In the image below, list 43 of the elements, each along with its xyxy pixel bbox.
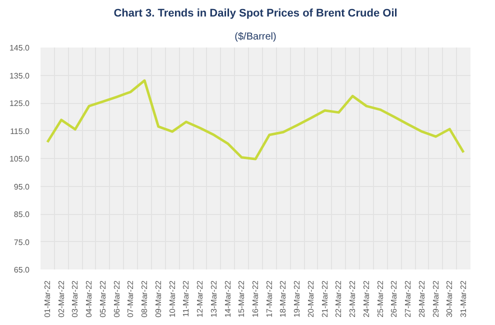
x-tick-label: 14-Mar-22 (223, 280, 232, 318)
y-tick-label: 125.0 (9, 99, 30, 108)
y-tick-label: 115.0 (10, 126, 30, 136)
chart-title: Chart 3. Trends in Daily Spot Prices of Brent Crude Oil (114, 8, 398, 20)
x-tick-label: 17-Mar-22 (264, 280, 274, 318)
y-tick-label: 85.0 (14, 210, 30, 219)
x-tick-label: 23-Mar-22 (348, 280, 358, 318)
line-series (46, 79, 465, 160)
x-tick-label: 20-Mar-22 (306, 280, 316, 318)
y-tick-label: 95.0 (14, 182, 30, 192)
x-tick-label: 19-Mar-22 (292, 280, 302, 318)
x-tick-label: 12-Mar-22 (196, 280, 205, 318)
x-tick-label: 04-Mar-22 (84, 280, 94, 318)
y-tick-label: 105.0 (9, 154, 30, 164)
x-tick-label: 24-Mar-22 (362, 280, 371, 318)
x-tick-label: 21-Mar-22 (320, 280, 330, 318)
y-tick-label: 135.0 (9, 71, 30, 80)
x-tick-label: 29-Mar-22 (431, 280, 440, 318)
x-tick-label: 31-Mar-22 (459, 280, 468, 318)
x-tick-label: 22-Mar-22 (334, 280, 344, 318)
x-tick-label: 16-Mar-22 (251, 280, 260, 318)
x-tick-label: 18-Mar-22 (278, 280, 288, 318)
x-tick-label: 27-Mar-22 (404, 280, 413, 318)
x-tick-label: 05-Mar-22 (98, 280, 108, 318)
x-tick-label: 08-Mar-22 (140, 280, 150, 318)
x-tick-label: 09-Mar-22 (154, 280, 163, 318)
x-tick-label: 07-Mar-22 (126, 280, 136, 318)
y-tick-label: 65.0 (14, 266, 30, 274)
x-tick-label: 02-Mar-22 (56, 280, 66, 318)
x-tick-label: 06-Mar-22 (112, 280, 122, 318)
x-tick-label: 11-Mar-22 (182, 280, 191, 317)
x-tick-label: 26-Mar-22 (390, 280, 399, 318)
x-tick-label: 03-Mar-22 (70, 280, 80, 318)
x-tick-label: 30-Mar-22 (445, 280, 454, 318)
x-tick-label: 28-Mar-22 (417, 280, 426, 318)
chart-subtitle: ($/Barrel) (234, 32, 276, 42)
y-tick-label: 145.0 (9, 44, 30, 52)
y-tick-label: 75.0 (14, 238, 30, 247)
x-tick-label: 10-Mar-22 (168, 280, 177, 318)
x-tick-label: 01-Mar-22 (42, 280, 52, 318)
x-tick-label: 13-Mar-22 (209, 280, 218, 318)
x-tick-label: 15-Mar-22 (237, 280, 246, 318)
x-tick-label: 25-Mar-22 (376, 280, 385, 318)
